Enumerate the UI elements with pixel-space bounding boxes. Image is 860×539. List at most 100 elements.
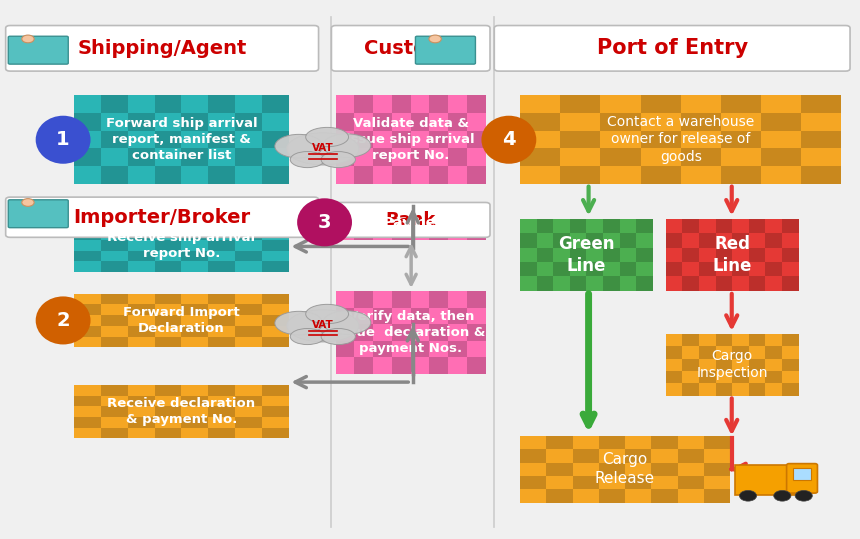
Bar xyxy=(467,324,486,341)
Bar xyxy=(651,449,678,462)
Bar xyxy=(128,294,155,305)
Bar xyxy=(235,130,261,148)
Bar xyxy=(335,212,354,219)
Bar xyxy=(208,218,235,229)
Bar xyxy=(716,218,732,233)
FancyBboxPatch shape xyxy=(735,465,800,495)
Bar xyxy=(155,251,181,261)
Bar xyxy=(411,113,429,130)
Bar xyxy=(235,166,261,184)
Bar xyxy=(261,166,289,184)
Bar xyxy=(429,95,448,113)
FancyBboxPatch shape xyxy=(415,36,476,64)
Bar xyxy=(101,315,128,326)
Bar xyxy=(716,383,732,396)
Bar xyxy=(782,371,799,383)
Bar xyxy=(354,324,373,341)
Bar xyxy=(335,324,354,341)
Bar xyxy=(467,166,486,184)
Bar xyxy=(620,218,636,233)
Bar xyxy=(732,383,749,396)
Bar xyxy=(261,294,289,305)
Bar xyxy=(208,326,235,336)
Bar xyxy=(74,95,101,113)
Bar xyxy=(681,148,721,166)
Bar xyxy=(699,233,716,247)
Bar xyxy=(373,308,392,324)
Bar xyxy=(373,166,392,184)
Bar xyxy=(235,396,261,406)
Bar xyxy=(128,113,155,130)
Bar xyxy=(354,212,373,219)
Ellipse shape xyxy=(35,116,90,164)
Bar xyxy=(520,113,560,130)
Bar xyxy=(429,113,448,130)
Bar xyxy=(560,113,600,130)
Bar xyxy=(749,262,765,277)
Bar xyxy=(603,218,620,233)
Bar xyxy=(181,336,208,347)
Bar xyxy=(587,247,603,262)
Bar xyxy=(520,476,546,489)
Bar xyxy=(448,308,467,324)
Bar xyxy=(603,277,620,291)
Bar xyxy=(74,148,101,166)
Bar xyxy=(682,277,699,291)
Bar xyxy=(181,385,208,396)
Bar xyxy=(448,341,467,357)
Ellipse shape xyxy=(305,305,348,323)
Bar xyxy=(101,326,128,336)
Circle shape xyxy=(774,490,791,501)
FancyBboxPatch shape xyxy=(494,25,850,71)
Bar xyxy=(373,219,392,226)
Bar xyxy=(411,166,429,184)
Bar xyxy=(749,383,765,396)
Bar xyxy=(261,130,289,148)
Bar xyxy=(625,489,651,503)
Bar xyxy=(74,417,101,427)
Bar xyxy=(782,334,799,346)
Ellipse shape xyxy=(305,127,348,147)
Text: Bank: Bank xyxy=(385,211,436,229)
Bar xyxy=(600,130,641,148)
Bar xyxy=(335,219,354,226)
Bar xyxy=(681,95,721,113)
Bar xyxy=(573,489,599,503)
FancyBboxPatch shape xyxy=(6,25,318,71)
Bar xyxy=(208,427,235,438)
Bar xyxy=(625,436,651,449)
Bar xyxy=(392,308,411,324)
Bar xyxy=(749,247,765,262)
Text: Customs: Customs xyxy=(364,39,458,58)
Bar xyxy=(703,462,730,476)
Bar xyxy=(354,166,373,184)
Bar xyxy=(537,262,553,277)
Bar xyxy=(681,130,721,148)
Bar xyxy=(335,166,354,184)
Bar xyxy=(678,449,703,462)
Text: Red
Line: Red Line xyxy=(712,234,752,275)
Bar xyxy=(354,95,373,113)
Bar xyxy=(261,326,289,336)
Ellipse shape xyxy=(291,151,324,168)
Bar xyxy=(392,324,411,341)
Bar xyxy=(699,334,716,346)
Bar xyxy=(261,417,289,427)
Bar xyxy=(560,166,600,184)
Bar xyxy=(373,113,392,130)
Text: Receive declaration
& payment No.: Receive declaration & payment No. xyxy=(108,397,255,426)
Ellipse shape xyxy=(275,312,322,335)
Bar xyxy=(782,233,799,247)
Text: Shipping/Agent: Shipping/Agent xyxy=(77,39,247,58)
Bar xyxy=(448,148,467,166)
Bar xyxy=(373,226,392,233)
Bar xyxy=(155,130,181,148)
Text: E-Payment: E-Payment xyxy=(369,216,452,230)
Bar xyxy=(765,262,782,277)
Bar xyxy=(128,130,155,148)
Bar xyxy=(573,449,599,462)
Bar xyxy=(335,130,354,148)
Bar xyxy=(235,218,261,229)
Bar xyxy=(636,277,653,291)
Bar xyxy=(155,95,181,113)
